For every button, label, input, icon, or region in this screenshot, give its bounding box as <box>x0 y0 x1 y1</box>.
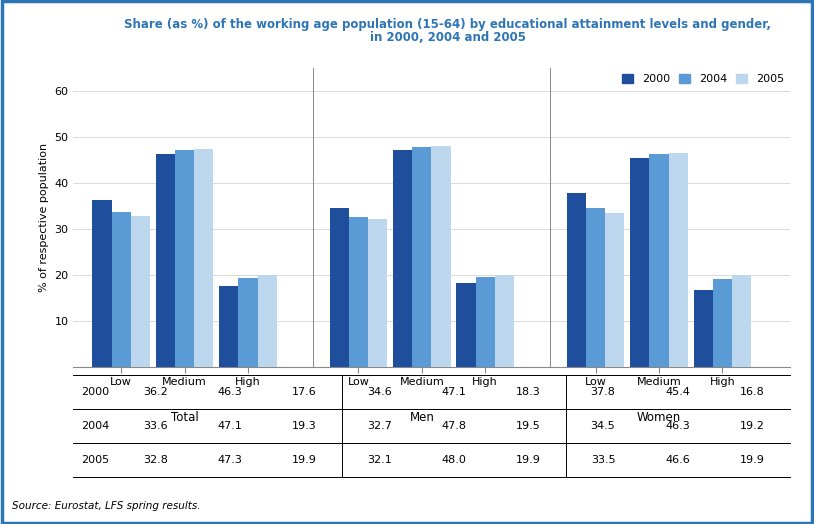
Bar <box>257 275 277 367</box>
Text: 17.6: 17.6 <box>292 387 317 397</box>
Text: 47.1: 47.1 <box>441 387 466 397</box>
Text: 19.3: 19.3 <box>292 421 317 431</box>
Text: 48.0: 48.0 <box>441 455 466 465</box>
Text: Source: Eurostat, LFS spring results.: Source: Eurostat, LFS spring results. <box>12 501 201 511</box>
Bar <box>219 286 239 367</box>
Text: 19.9: 19.9 <box>516 455 540 465</box>
Bar <box>732 275 751 367</box>
Text: 19.5: 19.5 <box>516 421 540 431</box>
Y-axis label: % of respective population: % of respective population <box>39 143 49 292</box>
Text: 33.5: 33.5 <box>591 455 615 465</box>
Bar <box>131 216 150 367</box>
Text: 47.3: 47.3 <box>217 455 243 465</box>
Text: 32.1: 32.1 <box>367 455 392 465</box>
Bar <box>368 220 387 367</box>
Bar <box>195 149 213 367</box>
Bar <box>606 213 624 367</box>
Bar <box>112 212 131 367</box>
Bar <box>457 283 475 367</box>
Text: 46.3: 46.3 <box>217 387 243 397</box>
Text: 32.7: 32.7 <box>367 421 392 431</box>
Text: 19.9: 19.9 <box>292 455 317 465</box>
Text: Total: Total <box>171 411 199 424</box>
Text: 19.2: 19.2 <box>740 421 764 431</box>
Text: 46.3: 46.3 <box>665 421 690 431</box>
Text: 2004: 2004 <box>81 421 110 431</box>
Bar <box>475 277 495 367</box>
Bar <box>175 150 195 367</box>
Text: 46.6: 46.6 <box>665 455 690 465</box>
Text: Women: Women <box>637 411 681 424</box>
Bar <box>713 279 732 367</box>
Legend: 2000, 2004, 2005: 2000, 2004, 2005 <box>622 74 784 84</box>
Text: 33.6: 33.6 <box>143 421 168 431</box>
Bar <box>668 152 688 367</box>
Text: 18.3: 18.3 <box>516 387 540 397</box>
Text: 2005: 2005 <box>81 455 110 465</box>
Bar <box>155 154 175 367</box>
Text: 19.9: 19.9 <box>740 455 764 465</box>
Bar <box>694 290 713 367</box>
Bar <box>93 201 112 367</box>
Bar <box>393 150 412 367</box>
Text: Share (as %) of the working age population (15-64) by educational attainment lev: Share (as %) of the working age populati… <box>125 18 771 31</box>
Text: 47.8: 47.8 <box>441 421 466 431</box>
Text: 45.4: 45.4 <box>665 387 690 397</box>
Bar <box>650 154 668 367</box>
Text: 34.6: 34.6 <box>367 387 392 397</box>
Text: Men: Men <box>409 411 434 424</box>
Bar <box>349 216 368 367</box>
Bar <box>431 146 451 367</box>
Text: 37.8: 37.8 <box>591 387 615 397</box>
Bar <box>630 158 650 367</box>
Bar <box>239 278 257 367</box>
Bar <box>330 208 349 367</box>
Bar <box>412 147 431 367</box>
Text: Chart 38: Chart 38 <box>17 26 77 39</box>
Text: 2000: 2000 <box>81 387 110 397</box>
Text: 16.8: 16.8 <box>740 387 764 397</box>
Text: 34.5: 34.5 <box>591 421 615 431</box>
Text: 32.8: 32.8 <box>143 455 168 465</box>
Text: in 2000, 2004 and 2005: in 2000, 2004 and 2005 <box>370 31 526 45</box>
Bar <box>495 275 514 367</box>
Text: 47.1: 47.1 <box>217 421 243 431</box>
Bar <box>586 208 606 367</box>
Bar <box>567 193 586 367</box>
Text: 36.2: 36.2 <box>143 387 168 397</box>
